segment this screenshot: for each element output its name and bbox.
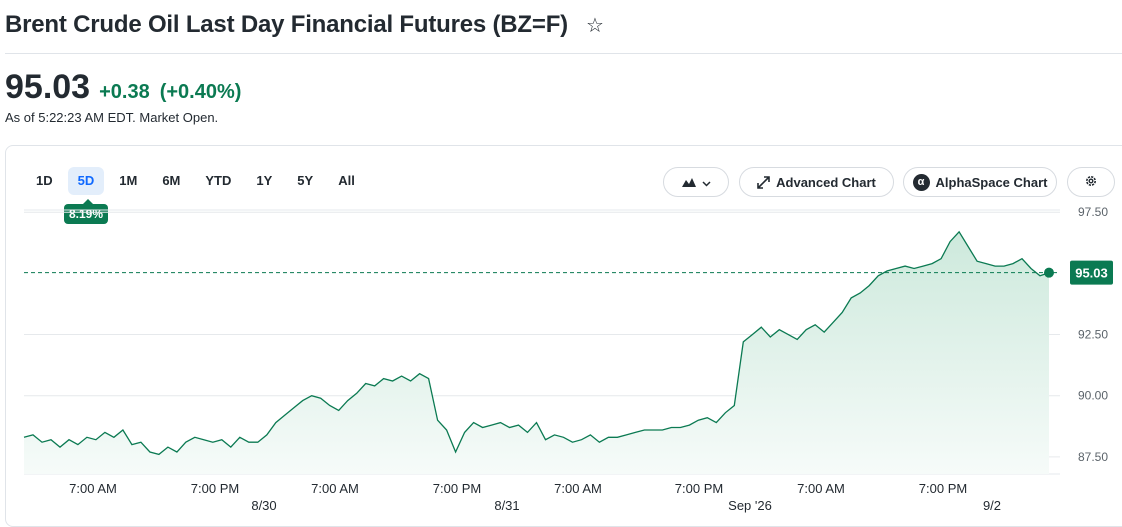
gear-icon xyxy=(1084,174,1098,191)
range-tab-1d[interactable]: 1D xyxy=(36,173,53,188)
range-selector: 1D 5D 1M 6M YTD 1Y 5Y All xyxy=(26,167,370,195)
chart-type-button[interactable] xyxy=(663,167,729,197)
range-tab-1m[interactable]: 1M xyxy=(119,173,138,188)
range-tab-6m[interactable]: 6M xyxy=(162,173,181,188)
chart-card xyxy=(5,145,1122,527)
price-change: +0.38 xyxy=(99,81,150,103)
price-change-percent: (+0.40%) xyxy=(159,81,242,103)
current-price: 95.03 xyxy=(5,68,91,106)
title-row: Brent Crude Oil Last Day Financial Futur… xyxy=(5,8,604,42)
advanced-chart-label: Advanced Chart xyxy=(776,174,876,190)
alphaspace-logo-icon: α xyxy=(912,173,930,191)
alphaspace-chart-label: AlphaSpace Chart xyxy=(935,174,1048,190)
range-tab-5y[interactable]: 5Y xyxy=(297,173,314,188)
range-tab-5d[interactable]: 5D xyxy=(67,167,105,195)
quote-price-row: 95.03 +0.38 (+0.40%) xyxy=(5,68,241,107)
range-change-badge: 8.19% xyxy=(64,199,109,224)
divider xyxy=(5,53,1122,54)
mountain-chart-icon xyxy=(681,177,696,187)
star-outline-icon[interactable]: ☆ xyxy=(585,14,604,37)
range-tab-all[interactable]: All xyxy=(338,173,355,188)
chart-settings-button[interactable] xyxy=(1067,167,1115,197)
expand-arrows-icon xyxy=(757,175,770,189)
range-tab-1y[interactable]: 1Y xyxy=(256,173,273,188)
alphaspace-chart-button[interactable]: α AlphaSpace Chart xyxy=(903,167,1057,197)
range-tab-ytd[interactable]: YTD xyxy=(205,173,232,188)
advanced-chart-button[interactable]: Advanced Chart xyxy=(739,167,894,197)
market-timestamp: As of 5:22:23 AM EDT. Market Open. xyxy=(5,110,219,125)
page-title: Brent Crude Oil Last Day Financial Futur… xyxy=(5,11,568,38)
chevron-down-icon xyxy=(701,175,711,190)
